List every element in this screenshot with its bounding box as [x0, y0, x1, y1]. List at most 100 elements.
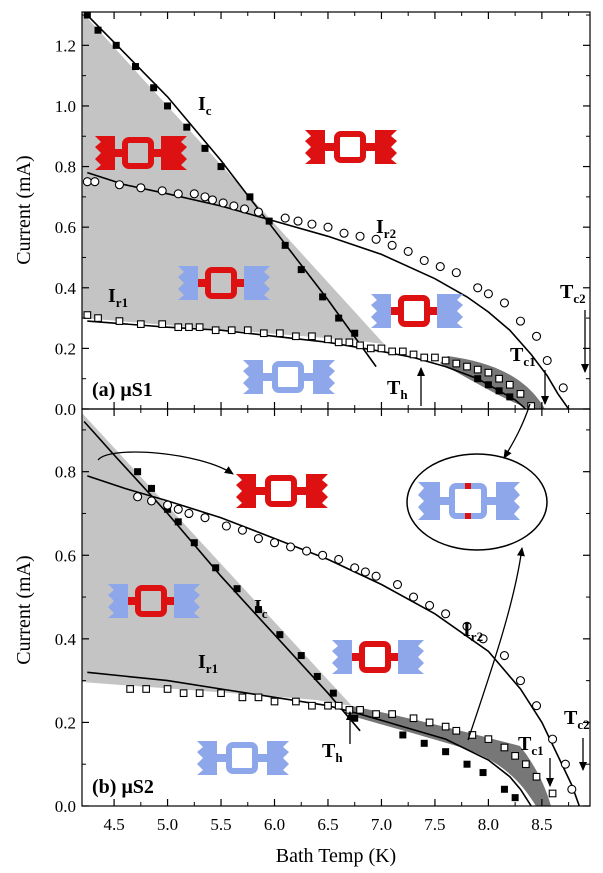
point-b-ic-9: [297, 652, 305, 660]
point-a-ic-1: [94, 26, 102, 34]
arrow-dark-region-to-inset: [467, 547, 525, 741]
point-b-ir1-0: [126, 685, 134, 693]
point-a-ir1-8: [211, 326, 220, 335]
device-icon-blue-superconducting-b: [197, 741, 289, 775]
point-a-ir1-5: [174, 323, 183, 332]
point-a-ir2-17: [339, 228, 349, 238]
point-a-ic-18: [495, 387, 503, 395]
point-b-ir1-4: [195, 689, 204, 698]
point-a-ir1-20: [377, 344, 386, 353]
point-a-ic-14: [335, 314, 343, 322]
x-tick-label-6: 7.5: [424, 815, 445, 834]
point-b-ir1-22: [484, 735, 493, 743]
device-icon-blue-leads-red-loop-b: [108, 584, 200, 618]
point-b-ir1-27: [548, 789, 557, 798]
point-a-ir2-4: [157, 186, 167, 196]
x-tick-label-5: 7.0: [371, 815, 392, 834]
point-b-ir1-15: [372, 710, 380, 718]
point-b-ir1-5: [217, 689, 225, 698]
point-b-ir2-21: [462, 621, 472, 631]
point-b-ir2-17: [392, 579, 403, 590]
point-a-ic-19: [506, 393, 514, 401]
point-a-ir2-11: [240, 204, 250, 214]
point-b-ic-10: [313, 672, 321, 680]
panel-label-a: (a) μS1: [92, 379, 153, 401]
point-b-ir2-11: [302, 546, 312, 556]
point-a-ir2-0: [82, 177, 92, 187]
point-b-ir2-5: [200, 513, 210, 523]
point-b-ic-8: [276, 631, 284, 639]
annotation-tc1-a: Tc1: [510, 344, 536, 369]
point-a-ir1-0: [83, 311, 92, 319]
point-b-ic-1: [148, 484, 156, 492]
point-b-ir2-14: [350, 563, 360, 573]
point-a-ir1-32: [505, 380, 514, 389]
panel-label-b: (b) μS2: [92, 776, 154, 798]
point-a-ir2-5: [173, 189, 183, 199]
point-a-ir2-20: [387, 240, 397, 250]
annotation-ir1-b: Ir1: [198, 651, 218, 676]
point-b-ir2-2: [163, 500, 173, 510]
point-a-ir2-16: [323, 222, 333, 232]
point-b-ic-6: [233, 585, 241, 593]
point-b-ir1-6: [238, 693, 247, 702]
point-a-ic-10: [265, 217, 273, 225]
point-a-ir1-6: [185, 323, 193, 332]
point-a-ir1-30: [484, 368, 493, 377]
point-b-ir2-16: [371, 571, 381, 581]
point-a-ir2-28: [515, 316, 526, 326]
point-b-ir2-23: [499, 651, 509, 661]
point-b-ir2-19: [425, 600, 435, 610]
point-a-ir1-23: [409, 350, 418, 359]
point-b-ir1-10: [308, 701, 316, 710]
point-b-ir1-19: [441, 722, 450, 731]
point-a-ir2-24: [451, 268, 461, 278]
point-a-ir2-30: [542, 355, 552, 366]
point-b-ir1-3: [179, 689, 188, 698]
panel-a-light-gray-region: [82, 12, 384, 344]
point-a-ir1-7: [195, 323, 204, 332]
device-icon-blue-with-red-junctions: [418, 482, 520, 520]
device-icon-blue-leads-red-loop-b2: [332, 640, 424, 674]
point-a-ir2-12: [253, 207, 264, 217]
point-a-ir1-4: [158, 320, 167, 328]
annotation-ir2-a: Ir2: [376, 216, 396, 241]
point-b-ic-3: [174, 518, 182, 526]
point-a-ir2-23: [435, 262, 445, 272]
point-a-ic-5: [164, 102, 172, 110]
point-a-ic-11: [281, 241, 289, 249]
point-b-ir1-16: [388, 710, 396, 718]
panel-b-fit-lines: [83, 420, 581, 806]
point-a-ir1-26: [441, 356, 450, 365]
point-b-ir1-2: [163, 685, 172, 693]
point-a-ic-15: [351, 329, 359, 337]
point-a-ir2-19: [371, 234, 381, 244]
annotation-th-a: Th: [387, 377, 408, 402]
panel-a: Ic Ir2 Ir1 Th Tc1 Tc2 (a) μS1 0.00.20.40…: [13, 11, 591, 419]
point-a-ir2-13: [280, 213, 290, 223]
annotation-ic-a: Ic: [198, 93, 212, 118]
point-b-ir1-23: [500, 743, 509, 752]
y-tick-label-a-6: 1.2: [55, 36, 76, 55]
point-b-ic-5: [212, 564, 220, 572]
point-b-ir2-4: [184, 508, 194, 519]
point-b-ic-15: [442, 748, 450, 756]
point-b-ir1-18: [425, 718, 434, 727]
y-tick-label-b-1: 0.2: [55, 713, 76, 732]
point-b-ir1-14: [356, 706, 364, 714]
annotation-tc2-b: Tc2: [564, 707, 590, 732]
point-a-ir2-25: [473, 283, 483, 293]
y-axis-title-a: Current (mA): [13, 155, 35, 264]
point-b-ic-14: [420, 739, 428, 747]
point-a-ir2-10: [229, 201, 239, 211]
point-a-ic-9: [246, 193, 254, 201]
point-a-ir2-9: [218, 198, 228, 208]
point-a-ir2-8: [207, 195, 218, 205]
point-b-ic-0: [134, 468, 142, 476]
y-tick-label-b-3: 0.6: [55, 546, 76, 565]
point-a-ir2-1: [90, 177, 100, 187]
point-a-ir2-7: [200, 192, 210, 202]
point-a-ir1-19: [366, 344, 375, 353]
point-a-ir1-14: [308, 332, 316, 341]
